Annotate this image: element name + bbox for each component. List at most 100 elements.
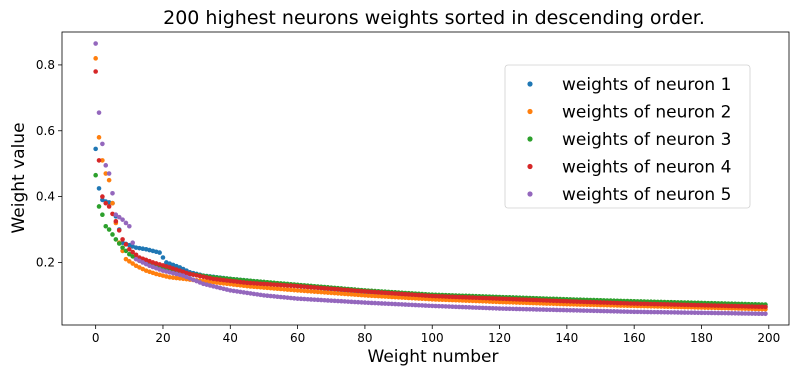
data-point (180, 276, 186, 282)
data-point (177, 276, 183, 281)
y-axis-ticks: 0.2 0.4 0.6 0.8 (36, 58, 62, 269)
data-point (480, 299, 486, 304)
data-point (403, 291, 408, 297)
data-point (258, 292, 263, 298)
data-point (127, 223, 132, 229)
data-point (227, 281, 233, 287)
data-point (503, 299, 509, 305)
legend-label: weights of neuron 1 (562, 75, 731, 95)
data-point (254, 284, 260, 290)
x-tick-label: 100 (421, 331, 444, 345)
data-point (103, 200, 109, 206)
data-point (648, 301, 654, 307)
data-point (379, 294, 385, 299)
data-point (339, 291, 344, 296)
data-point (278, 282, 284, 288)
data-point (487, 305, 492, 311)
data-point (342, 287, 348, 293)
legend-marker (527, 81, 533, 87)
data-point (635, 309, 640, 315)
data-point (234, 289, 240, 294)
data-point (234, 279, 240, 284)
x-axis-ticks: 0 20 40 60 80 100 120 140 160 180 200 (92, 325, 780, 345)
x-tick-label: 200 (757, 331, 780, 345)
data-point (93, 146, 98, 152)
data-point (450, 297, 455, 303)
y-tick-label: 0.4 (36, 190, 55, 204)
data-point (372, 300, 378, 306)
data-point (315, 297, 321, 303)
data-point (295, 283, 300, 289)
x-tick-label: 140 (555, 331, 578, 345)
data-point (497, 306, 502, 311)
data-point (487, 295, 492, 301)
data-point (477, 298, 482, 304)
data-point (96, 110, 102, 115)
data-point (227, 288, 233, 293)
legend: weights of neuron 1 weights of neuron 2 we… (504, 64, 751, 209)
data-point (480, 305, 486, 311)
data-point (685, 302, 691, 308)
data-point (244, 280, 250, 286)
data-point (672, 310, 677, 315)
data-point (369, 289, 374, 295)
data-point (106, 227, 112, 232)
data-point (322, 285, 327, 291)
data-point (652, 301, 657, 307)
data-point (753, 311, 758, 316)
data-point (406, 292, 411, 297)
data-point (308, 297, 314, 302)
data-point (120, 248, 125, 254)
data-point (399, 295, 405, 300)
data-point (742, 304, 748, 309)
data-point (221, 281, 226, 286)
data-point (248, 284, 253, 289)
data-point (386, 301, 391, 307)
data-point (96, 158, 102, 163)
data-point (93, 41, 98, 46)
data-point (325, 286, 331, 291)
data-point (426, 303, 432, 309)
data-point (214, 280, 220, 285)
data-point (675, 302, 681, 307)
data-point (712, 303, 718, 308)
data-point (510, 296, 516, 302)
data-point (564, 299, 570, 304)
data-point (342, 291, 348, 297)
legend-label: weights of neuron 4 (562, 158, 731, 178)
data-point (668, 310, 674, 315)
data-point (214, 277, 220, 282)
data-point (615, 309, 620, 314)
data-point (379, 290, 385, 295)
data-point (746, 304, 751, 309)
data-point (281, 295, 287, 300)
data-point (413, 302, 418, 308)
data-point (541, 298, 546, 303)
data-point (291, 287, 297, 293)
data-point (470, 295, 475, 300)
data-point (753, 304, 758, 309)
data-point (541, 307, 546, 312)
data-point (335, 287, 341, 292)
data-point (662, 309, 667, 315)
data-point (756, 311, 762, 317)
data-point (433, 297, 438, 302)
data-point (584, 308, 590, 313)
data-point (100, 212, 105, 218)
data-point (224, 281, 230, 287)
data-point (244, 283, 250, 289)
data-point (557, 307, 563, 313)
data-point (739, 311, 745, 316)
data-point (376, 293, 381, 299)
data-point (130, 240, 135, 245)
data-point (231, 288, 236, 294)
data-point (332, 298, 337, 304)
data-point (571, 299, 576, 304)
data-point (739, 303, 745, 309)
data-point (551, 298, 556, 304)
data-point (157, 250, 162, 255)
data-point (332, 286, 337, 292)
data-point (702, 310, 708, 316)
data-point (170, 275, 176, 280)
data-point (645, 301, 650, 307)
